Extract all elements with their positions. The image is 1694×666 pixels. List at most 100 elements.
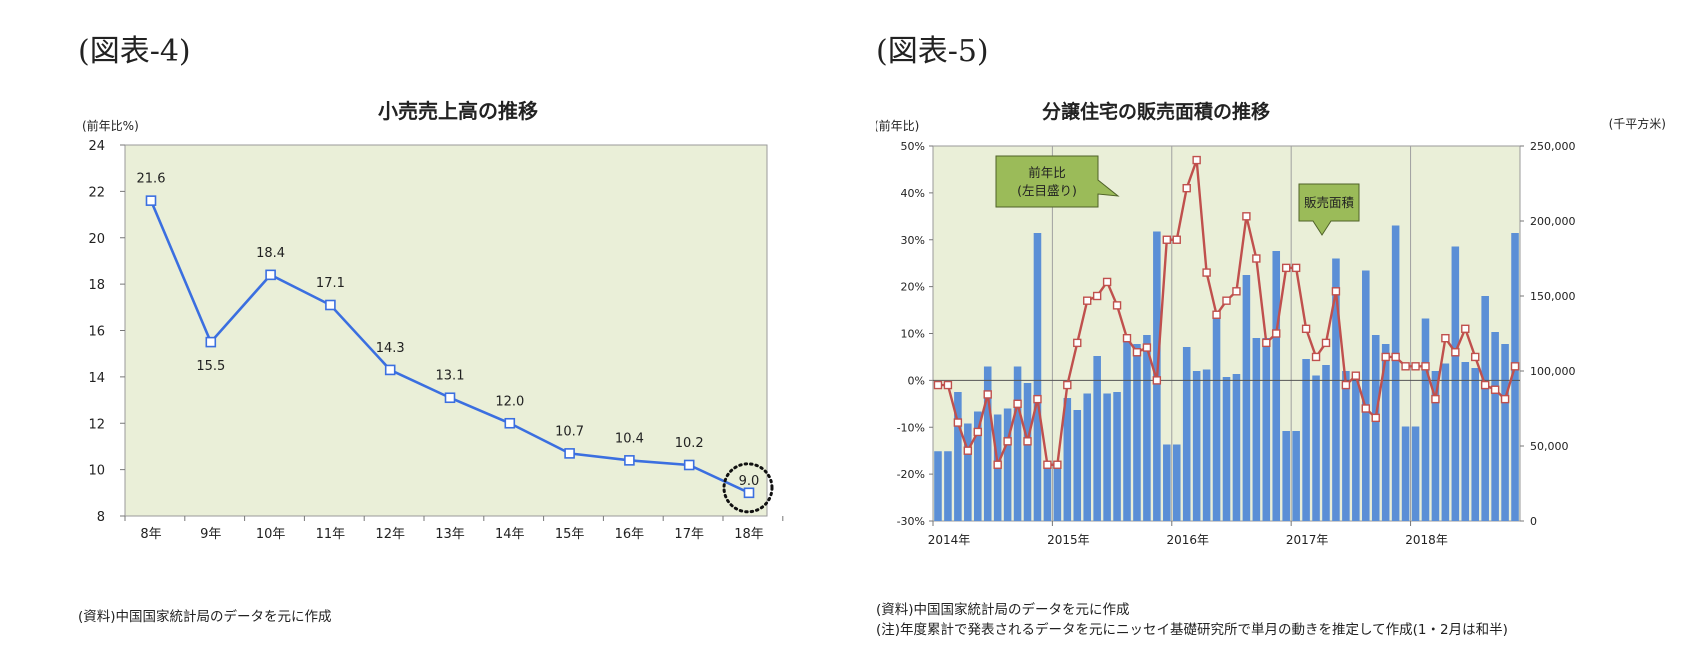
data-label: 15.5 — [196, 359, 225, 374]
y-tick-label: 22 — [88, 185, 105, 200]
data-point — [1311, 352, 1321, 362]
x-tick-label: 2015年 — [1047, 533, 1090, 547]
bar — [1063, 398, 1072, 521]
y-axis-label-right: (千平方米) — [1609, 116, 1666, 131]
bar — [1282, 431, 1290, 521]
data-point — [1202, 268, 1211, 277]
data-point — [1252, 254, 1261, 263]
bar — [1362, 270, 1370, 521]
y-tick-label-left: 50% — [901, 140, 925, 153]
bar — [1471, 368, 1480, 521]
bar — [1143, 335, 1151, 521]
y-tick-label: 10 — [88, 464, 105, 479]
data-point — [1013, 399, 1022, 409]
data-point — [1272, 329, 1281, 338]
y-tick-label: 18 — [88, 278, 105, 293]
data-point — [504, 417, 516, 429]
data-label: 9.0 — [739, 474, 760, 489]
bar — [983, 366, 992, 521]
data-point — [1461, 324, 1470, 334]
data-label: 17.1 — [316, 276, 345, 291]
y-tick-label: 20 — [88, 232, 105, 247]
data-point — [1132, 348, 1142, 357]
plot-area — [124, 144, 768, 517]
callout-box — [1298, 183, 1360, 236]
data-point — [624, 455, 635, 466]
bar — [1352, 377, 1360, 521]
bar — [1381, 344, 1390, 521]
data-point — [564, 448, 575, 459]
data-point — [1222, 296, 1231, 305]
figure5-source-note: (資料)中国国家統計局のデータを元に作成 — [876, 602, 1130, 618]
y-tick-label-left: -10% — [897, 421, 925, 434]
bar — [1163, 444, 1171, 521]
y-tick-label-left: -20% — [897, 468, 925, 481]
bar — [944, 451, 952, 521]
data-point — [1421, 362, 1430, 371]
data-point — [1092, 291, 1102, 301]
data-point — [973, 427, 982, 437]
data-point — [1043, 460, 1052, 469]
bar — [1023, 383, 1032, 521]
bar — [1192, 371, 1201, 521]
bar — [1262, 338, 1271, 521]
data-point — [1242, 212, 1251, 221]
x-tick-label: 2017年 — [1286, 533, 1329, 547]
bar — [1411, 426, 1420, 521]
bar — [1003, 408, 1012, 521]
retail-sales-chart: 小売売上高の推移 (前年比%) 8 10 12 14 16 18 20 22 24 8年 9年 10年 11… — [82, 100, 784, 542]
data-point — [1331, 287, 1341, 296]
y-tick-label-right: 100,000 — [1530, 365, 1576, 378]
bar — [1103, 393, 1111, 521]
data-point — [1142, 343, 1152, 352]
callout-line-series: 前年比 (左目盛り) — [995, 155, 1120, 208]
data-point — [1122, 333, 1132, 343]
data-label: 21.6 — [137, 172, 166, 187]
data-point — [1063, 380, 1072, 390]
bar — [1093, 356, 1101, 521]
callout-bar-series: 販売面積 — [1298, 183, 1360, 236]
data-label: 10.2 — [675, 436, 704, 451]
x-tick-label: 2016年 — [1167, 533, 1210, 547]
bar — [1431, 371, 1440, 521]
data-point — [1102, 277, 1112, 287]
bar — [934, 451, 942, 521]
bar — [1172, 444, 1181, 521]
data-label: 10.4 — [615, 431, 644, 446]
data-point — [1500, 394, 1510, 404]
chart-title: 小売売上高の推移 — [378, 100, 538, 123]
data-point — [1083, 296, 1092, 305]
y-tick-label: 8 — [97, 510, 105, 525]
y-tick-label: 16 — [88, 325, 105, 340]
data-point — [1341, 380, 1351, 390]
bar — [1421, 318, 1430, 521]
bar — [1501, 344, 1509, 521]
data-point — [1053, 460, 1062, 469]
data-point — [683, 459, 695, 471]
data-point — [1172, 235, 1181, 244]
bar — [1511, 233, 1519, 521]
x-tick-label: 2014年 — [928, 533, 971, 547]
data-point — [743, 487, 755, 499]
data-label: 12.0 — [495, 394, 524, 409]
data-point — [1321, 338, 1331, 348]
bar — [1133, 344, 1141, 521]
data-point — [444, 392, 456, 404]
y-axis-label-left: (前年比) — [876, 118, 919, 133]
chart-title: 分譲住宅の販売面積の推移 — [1042, 100, 1270, 123]
data-point — [1291, 263, 1301, 273]
data-label: 13.1 — [436, 369, 465, 384]
data-point — [1401, 362, 1410, 371]
bar — [1342, 371, 1350, 521]
data-label: 14.3 — [376, 341, 405, 356]
data-point — [933, 380, 943, 390]
bar — [1441, 363, 1450, 521]
y-axis-label: (前年比%) — [82, 118, 139, 133]
bar — [1242, 275, 1251, 521]
bar — [1123, 338, 1131, 521]
data-point — [943, 380, 953, 390]
callout-text: (左目盛り) — [1017, 183, 1077, 198]
data-point — [1152, 376, 1162, 385]
bar — [1401, 426, 1410, 521]
data-point — [1351, 371, 1361, 380]
